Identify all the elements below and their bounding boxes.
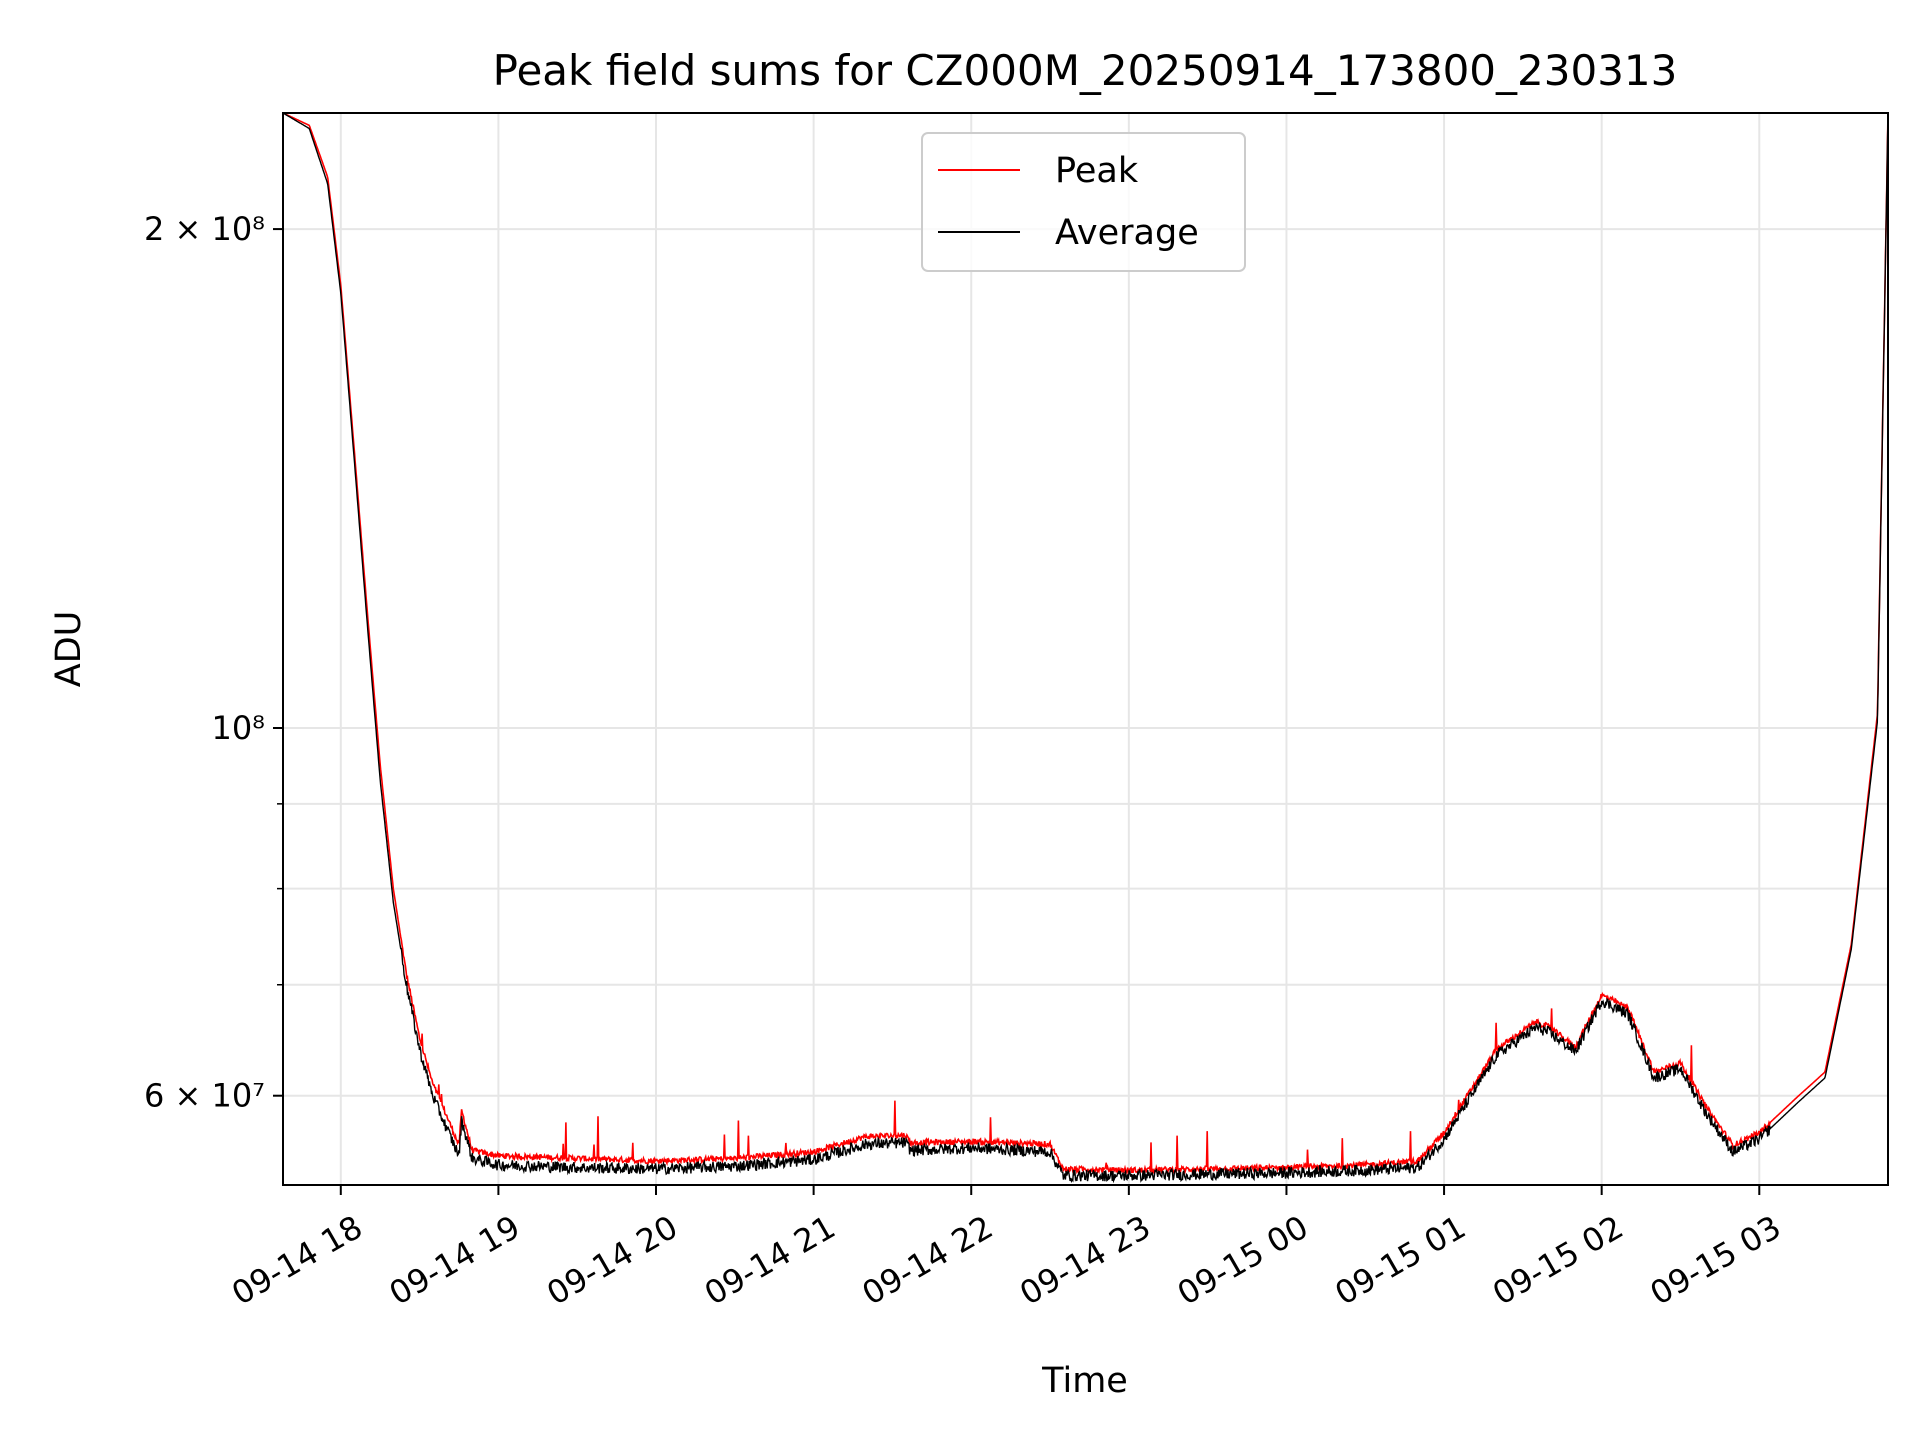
y-axis-label: ADU — [49, 611, 89, 688]
x-tick-label: 09-15 00 — [1171, 1208, 1315, 1313]
x-tick-label: 09-14 23 — [1013, 1208, 1157, 1313]
legend-label-average: Average — [1055, 213, 1199, 253]
legend-box — [921, 132, 1246, 272]
x-tick-label: 09-15 02 — [1486, 1208, 1630, 1313]
legend: Peak Average — [921, 132, 1246, 272]
chart-title: Peak field sums for CZ000M_20250914_1738… — [493, 46, 1678, 95]
y-tick-label: 2 × 10⁸ — [144, 210, 265, 248]
x-tick-label: 09-14 19 — [383, 1208, 527, 1313]
x-tick-label: 09-14 21 — [698, 1208, 842, 1313]
legend-label-peak: Peak — [1055, 151, 1139, 191]
series-layer — [283, 113, 1888, 1184]
y-axis: 2 × 10⁸ 10⁸ 6 × 10⁷ — [144, 210, 283, 1115]
x-tick-label: 09-14 22 — [856, 1208, 1000, 1313]
x-axis-label: Time — [1041, 1361, 1128, 1401]
series-line-peak — [283, 113, 1888, 1176]
x-axis: 09-14 18 09-14 19 09-14 20 09-14 21 09-14 22… — [225, 1185, 1787, 1313]
x-tick-label: 09-15 01 — [1328, 1208, 1472, 1313]
x-tick-label: 09-14 18 — [225, 1208, 369, 1313]
y-tick-label: 10⁸ — [211, 709, 265, 747]
x-tick-label: 09-15 03 — [1644, 1208, 1788, 1313]
plot-frame — [282, 112, 1889, 1186]
x-tick-label: 09-14 20 — [540, 1208, 684, 1313]
y-tick-label: 6 × 10⁷ — [144, 1077, 265, 1115]
grid — [283, 113, 1888, 1185]
series-line-average — [283, 113, 1888, 1184]
